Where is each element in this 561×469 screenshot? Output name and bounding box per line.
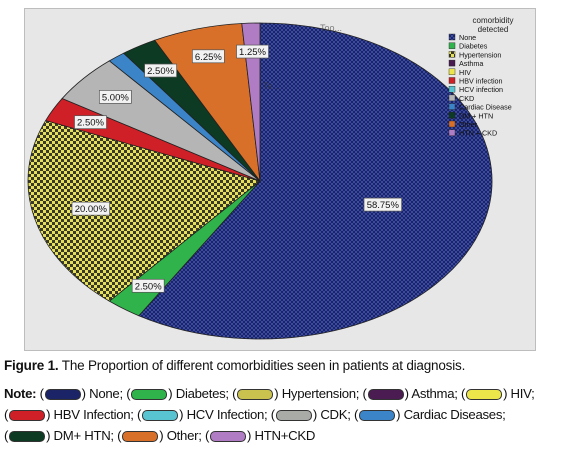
legend-label-dm-htn: DM + HTN bbox=[459, 111, 493, 120]
note-item: () DM+ HTN; bbox=[4, 428, 114, 443]
color-note: Note: () None; () Diabetes; () Hypertens… bbox=[4, 383, 558, 446]
legend-swatch-other bbox=[448, 120, 456, 128]
pie-slices bbox=[27, 22, 493, 340]
legend-label-ckd: CKD bbox=[459, 94, 474, 103]
note-text: ) CDK; bbox=[312, 407, 351, 422]
slice-label-other: 6.25% bbox=[195, 52, 222, 63]
slice-label-box bbox=[192, 49, 225, 64]
note-item: () Other; bbox=[117, 428, 202, 443]
legend-title: comorbidity bbox=[473, 16, 514, 25]
legend-swatch-hypertension bbox=[448, 51, 456, 58]
slice-label-box bbox=[71, 201, 110, 216]
figure-text: The Proportion of different comorbiditie… bbox=[58, 358, 466, 373]
note-text: ) Cardiac Diseases; bbox=[396, 407, 506, 422]
chart-annotation: Too... bbox=[320, 23, 342, 33]
pie-slice-none bbox=[138, 22, 493, 340]
note-item: () Diabetes; bbox=[126, 386, 229, 401]
slice-label-box bbox=[74, 115, 107, 130]
note-swatch bbox=[237, 389, 274, 401]
legend-label-none: None bbox=[459, 33, 476, 42]
legend-label-diabetes: Diabetes bbox=[459, 42, 488, 51]
slice-label-box bbox=[363, 197, 402, 212]
legend-title: detected bbox=[478, 25, 509, 34]
pie-chart-svg: 58.75% 2.50% 20.00% 2.50% 5.00% 2.50% 6.25% 1.2… bbox=[27, 16, 514, 340]
legend-label-hiv: HIV bbox=[459, 68, 471, 77]
legend-swatch-hcv-infection bbox=[448, 85, 456, 93]
legend-swatch-hiv bbox=[448, 68, 456, 75]
slice-label-hbv-infection: 2.50% bbox=[77, 118, 104, 129]
note-swatch bbox=[210, 431, 247, 443]
pie-slice-labels: 58.75% 2.50% 20.00% 2.50% 5.00% 2.50% 6.25% 1.2… bbox=[71, 23, 402, 293]
note-text: ) Diabetes; bbox=[168, 386, 229, 401]
legend-label-htn-ckd: HTN + CKD bbox=[459, 129, 497, 138]
note-item: () Hypertension; bbox=[232, 386, 360, 401]
note-swatch bbox=[142, 410, 179, 422]
legend-swatch-ckd bbox=[448, 94, 456, 102]
note-swatch bbox=[359, 410, 396, 422]
note-swatch bbox=[9, 410, 46, 422]
pie-slice-htn-ckd bbox=[241, 22, 261, 182]
legend-swatch-htn-ckd bbox=[448, 129, 456, 136]
note-text: ) Hypertension; bbox=[274, 386, 360, 401]
slice-label-diabetes: 2.50% bbox=[135, 281, 162, 292]
note-item: () CDK; bbox=[270, 407, 351, 422]
note-item: () Asthma; bbox=[362, 386, 458, 401]
note-swatch bbox=[122, 431, 159, 443]
note-item: () HBV Infection; bbox=[4, 407, 134, 422]
note-label: Note: bbox=[4, 386, 37, 401]
legend-swatch-hbv-infection bbox=[448, 77, 456, 84]
note-item: () Cardiac Diseases; bbox=[354, 407, 506, 422]
note-item: () HCV Infection; bbox=[137, 407, 268, 422]
note-text: ) HTN+CKD bbox=[247, 428, 316, 443]
note-swatch bbox=[44, 389, 81, 401]
chart-annotation: Te... bbox=[263, 81, 280, 91]
legend-label-cardiac-disease: Cardiac Disease bbox=[459, 103, 512, 112]
note-text: ) HIV; bbox=[503, 386, 535, 401]
legend-label-asthma: Asthma bbox=[459, 59, 483, 68]
legend-swatch-none bbox=[448, 33, 456, 41]
chart-legend: comorbiditydetectedNoneDiabetesHypertens… bbox=[448, 16, 514, 138]
legend-swatch-diabetes bbox=[448, 42, 456, 49]
legend-label-hbv-infection: HBV infection bbox=[459, 77, 503, 86]
legend-swatch-dm-htn bbox=[448, 112, 456, 119]
note-text: ) Other; bbox=[159, 428, 202, 443]
slice-label-box bbox=[144, 63, 177, 78]
note-item: () None; bbox=[39, 386, 124, 401]
note-swatch bbox=[466, 389, 503, 401]
note-text: ) HCV Infection; bbox=[179, 407, 268, 422]
pie-slice-hypertension bbox=[27, 120, 261, 302]
legend-swatch-asthma bbox=[448, 59, 456, 67]
slice-label-box bbox=[236, 44, 269, 59]
pie-chart: 58.75% 2.50% 20.00% 2.50% 5.00% 2.50% 6.25% 1.2… bbox=[24, 8, 536, 351]
legend-label-other: Other bbox=[459, 120, 478, 129]
note-text: ) HBV Infection; bbox=[46, 407, 134, 422]
legend-label-hcv-infection: HCV infection bbox=[459, 85, 503, 94]
slice-label-hypertension: 20.00% bbox=[75, 204, 108, 215]
slice-label-none: 58.75% bbox=[367, 200, 400, 211]
note-swatch bbox=[131, 389, 168, 401]
note-swatch bbox=[367, 389, 404, 401]
legend-label-hypertension: Hypertension bbox=[459, 50, 501, 59]
figure-label: Figure 1. bbox=[4, 358, 59, 373]
note-item: () HTN+CKD bbox=[204, 428, 316, 443]
legend-swatch-cardiac-disease bbox=[448, 103, 456, 110]
slice-label-dm-htn: 2.50% bbox=[147, 66, 174, 77]
note-item: () HIV; bbox=[461, 386, 535, 401]
slice-label-htn-ckd: 1.25% bbox=[239, 47, 266, 58]
note-text: ) Asthma; bbox=[404, 386, 458, 401]
note-text: ) None; bbox=[81, 386, 123, 401]
slice-label-box bbox=[98, 90, 132, 104]
note-text: ) DM+ HTN; bbox=[46, 428, 114, 443]
note-swatch bbox=[275, 410, 312, 422]
figure-caption: Figure 1. The Proportion of different co… bbox=[4, 358, 556, 373]
slice-label-ckd: 5.00% bbox=[102, 92, 129, 103]
slice-label-box bbox=[131, 278, 165, 293]
note-swatch bbox=[9, 431, 46, 443]
